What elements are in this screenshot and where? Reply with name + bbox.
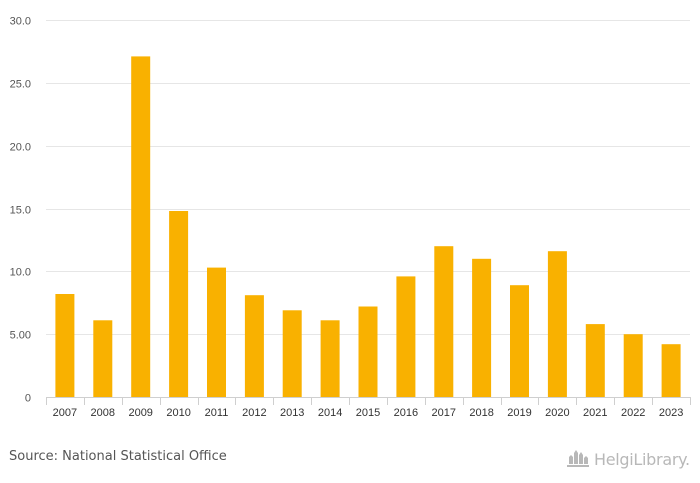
x-tick-label-2015: 2015	[356, 407, 380, 419]
bar-2015[interactable]	[358, 306, 378, 398]
y-tick-label: 10.0	[10, 267, 31, 279]
bar-2008[interactable]	[93, 320, 113, 397]
x-tick-label-2014: 2014	[318, 407, 342, 419]
bar-2023[interactable]	[661, 344, 681, 397]
x-tick-label-2012: 2012	[242, 407, 266, 419]
x-axis	[46, 397, 691, 405]
x-tick-label-2017: 2017	[432, 407, 456, 419]
bar-2016[interactable]	[396, 276, 416, 397]
x-tick-label-2008: 2008	[91, 407, 115, 419]
bar-2010[interactable]	[169, 211, 189, 397]
bar-2019[interactable]	[510, 285, 529, 397]
x-tick-label-2009: 2009	[128, 407, 152, 419]
helgi-library-building-icon	[566, 447, 590, 472]
bar-2009[interactable]	[131, 56, 151, 398]
bar-2017[interactable]	[434, 246, 454, 397]
x-tick-label-2023: 2023	[659, 407, 683, 419]
helgi-library-logo[interactable]: HelgiLibrary.	[566, 448, 690, 470]
x-tick-label-2010: 2010	[166, 407, 190, 419]
x-tick-label-2011: 2011	[205, 407, 229, 419]
y-axis-tick-labels: 0 5.00 10.0 15.0 20.0 25.0 30.0	[10, 16, 31, 405]
x-tick-label-2018: 2018	[469, 407, 493, 419]
bar-2020[interactable]	[547, 251, 567, 397]
x-axis-tick-labels: 2007 2008 2009 2010 2011 2012 2013 2014 2015 2016…	[53, 407, 684, 419]
x-tick-label-2020: 2020	[545, 407, 569, 419]
x-tick-label-2022: 2022	[621, 407, 645, 419]
bar-2013[interactable]	[282, 310, 302, 397]
y-tick-label: 30.0	[10, 16, 31, 28]
helgi-library-logo-text: HelgiLibrary.	[594, 449, 690, 469]
y-tick-label: 15.0	[10, 205, 31, 217]
x-tick-label-2007: 2007	[53, 407, 77, 419]
y-tick-label: 25.0	[10, 79, 31, 91]
bar-2021[interactable]	[585, 324, 605, 397]
x-tick-label-2013: 2013	[280, 407, 304, 419]
y-tick-label: 5.00	[10, 330, 31, 342]
y-tick-label: 20.0	[10, 142, 31, 154]
x-tick-label-2019: 2019	[507, 407, 531, 419]
bar-2011[interactable]	[207, 267, 226, 397]
y-tick-label: 0	[25, 393, 31, 405]
bar-2007[interactable]	[55, 294, 75, 397]
bar-2014[interactable]	[320, 320, 340, 397]
x-tick-label-2021: 2021	[583, 407, 607, 419]
bar-2012[interactable]	[244, 295, 264, 397]
bar-2022[interactable]	[623, 334, 643, 397]
bar-2018[interactable]	[472, 258, 492, 397]
bars	[55, 56, 681, 398]
x-tick-label-2016: 2016	[394, 407, 418, 419]
grid-lines	[46, 20, 690, 335]
source-note: Source: National Statistical Office	[9, 449, 227, 464]
